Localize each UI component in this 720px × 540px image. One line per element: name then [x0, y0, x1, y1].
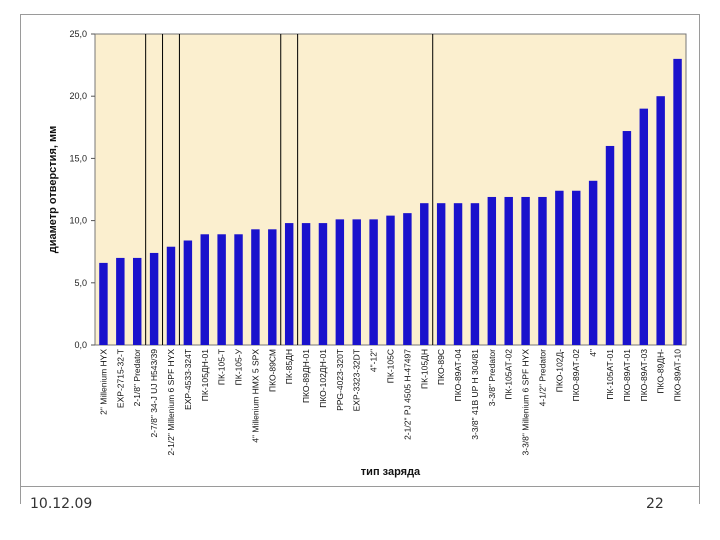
x-tick-label: ПКО-102ДН-01 — [318, 349, 328, 408]
x-tick-label: EXP-3323-32DT — [352, 349, 362, 411]
x-tick-label: ПКО-89ДН- — [656, 349, 666, 394]
y-tick-label: 20,0 — [69, 91, 87, 101]
footer-date: 10.12.09 — [30, 496, 93, 512]
bar — [268, 229, 277, 345]
x-tick-label: ПК-105АТ-01 — [605, 349, 615, 400]
bar-chart: 0,0 5,0 10,0 15,0 20,0 25,0 2" Millenium HYX E… — [47, 29, 687, 478]
bar — [605, 145, 615, 345]
bar — [588, 180, 598, 345]
x-tick-label: 2-1/2" PJ 4505 H-47497 — [402, 349, 412, 440]
bar — [538, 196, 547, 345]
y-axis-label: диаметр отверстия, мм — [47, 126, 59, 254]
x-tick-label: EXP-2715-32-T — [115, 349, 125, 408]
y-tick-label: 0,0 — [74, 340, 87, 350]
bar — [572, 190, 581, 345]
x-tick-label: 4-1/2" Predator — [537, 349, 547, 407]
y-axis: 0,0 5,0 10,0 15,0 20,0 25,0 — [69, 29, 95, 350]
x-tick-label: 4"-12" — [369, 349, 379, 372]
x-tick-label: EXP-4533-324T — [183, 349, 193, 410]
y-tick-label: 15,0 — [69, 153, 87, 163]
bar — [420, 203, 429, 345]
x-tick-label: ПКО-89АТ-02 — [571, 349, 581, 402]
bar — [301, 223, 311, 345]
x-tick-label: ПКО-89ДН-01 — [301, 349, 311, 403]
slide-bottom-rule — [20, 486, 700, 487]
bar — [656, 96, 665, 345]
x-tick-label: ПК-105-Т — [217, 349, 227, 385]
bar — [149, 252, 159, 345]
x-tick-label: 2" Millenium HYX — [98, 349, 108, 415]
x-tick-label: ПКО-89АТ-10 — [673, 349, 683, 402]
bar — [183, 240, 193, 345]
bar — [200, 234, 209, 345]
bar — [335, 219, 345, 345]
y-tick-label: 10,0 — [69, 216, 87, 226]
bar — [639, 108, 649, 345]
x-tick-label: ПК-105АТ-02 — [504, 349, 514, 400]
x-tick-labels: 2" Millenium HYX EXP-2715-32-T 2-1/8" Pred… — [98, 348, 682, 455]
bar — [217, 234, 226, 345]
bar — [453, 203, 463, 345]
bar — [284, 223, 294, 345]
x-tick-label: ПК-105С — [386, 349, 396, 383]
x-tick-label: ПК-85ДН — [284, 349, 294, 384]
bar — [673, 58, 682, 345]
x-tick-label: PPG-4023-320T — [335, 349, 345, 411]
bar — [99, 262, 108, 345]
bar — [403, 213, 412, 345]
x-tick-label: ПКО-89СМ — [267, 349, 277, 392]
bar — [251, 229, 260, 345]
bar — [487, 196, 497, 345]
bar — [386, 215, 395, 345]
bar — [166, 246, 176, 345]
x-tick-label: 2-7/8" 34-J UJ H543/39 — [149, 349, 159, 438]
bar — [369, 219, 378, 345]
x-tick-label: ПКО-89АТ-03 — [639, 349, 649, 402]
bars — [99, 58, 682, 345]
x-tick-label: 2-1/8" Predator — [132, 349, 142, 407]
x-tick-label: 3-3/8" Predator — [487, 349, 497, 407]
slide-left-rule — [20, 14, 21, 504]
x-tick-label: 3-3/8" 41B UP H 304/81 — [470, 349, 480, 440]
bar — [521, 196, 530, 345]
bar — [318, 223, 328, 345]
x-tick-label: ПКО-89С — [436, 349, 446, 385]
x-axis-label: тип заряда — [361, 466, 421, 478]
divider-lines — [145, 34, 434, 345]
x-tick-label: 3-3/8" Millenium 6 SPF HYX — [521, 349, 531, 456]
x-tick-label: ПК-105ДН — [419, 349, 429, 389]
x-tick-label: 4" — [588, 349, 598, 357]
bar — [504, 196, 513, 345]
x-tick-label: ПК-105-У — [234, 348, 244, 385]
x-tick-label: ПКО-89АТ-04 — [453, 349, 463, 402]
bar — [132, 257, 142, 345]
bar — [470, 203, 480, 345]
bar — [436, 203, 446, 345]
x-tick-label: ПКО-102Д- — [554, 349, 564, 392]
x-tick-label: 4" Millenium HMX 5 SPX — [250, 349, 260, 443]
bar — [116, 257, 125, 345]
slide-top-rule — [20, 14, 700, 15]
x-tick-label: ПКО-89АТ-01 — [622, 349, 632, 402]
slide-right-rule — [699, 14, 700, 504]
bar — [555, 190, 564, 345]
x-tick-label: 2-1/2" Millenium 6 SPF HYX — [166, 349, 176, 456]
bar — [234, 234, 243, 345]
y-tick-label: 25,0 — [69, 29, 87, 39]
bar — [352, 219, 361, 345]
footer-page-number: 22 — [646, 496, 664, 512]
y-tick-label: 5,0 — [74, 278, 87, 288]
x-tick-label: ПК-105ДН-01 — [200, 349, 210, 402]
bar — [622, 131, 632, 345]
